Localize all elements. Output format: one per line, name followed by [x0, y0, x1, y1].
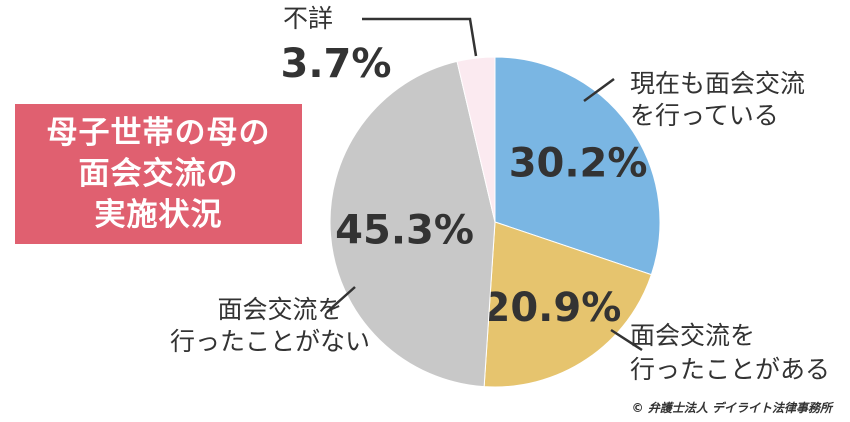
copyright-text: © 弁護士法人 デイライト法律事務所 — [631, 401, 832, 415]
slice-percent-label-4: 3.7% — [281, 41, 392, 87]
pie-slice-3 — [329, 60, 496, 388]
pie-slice-2 — [483, 221, 653, 388]
leader-line-1 — [583, 77, 615, 103]
slice-category-label-1-line-1: 現在も面会交流 — [630, 69, 805, 98]
leader-line-4 — [362, 17, 478, 57]
title-line-2: 面会交流の — [78, 155, 239, 192]
slice-category-label-1-line-2: を行っている — [630, 101, 779, 130]
leader-line-3 — [326, 286, 356, 313]
slice-percent-label-3: 45.3% — [335, 208, 474, 254]
slice-percent-label-2: 20.9% — [483, 285, 622, 331]
slice-category-label-4-line-1: 不詳 — [283, 4, 333, 33]
title-line-3: 実施状況 — [94, 196, 223, 233]
slice-category-label-3-line-1: 面会交流を — [217, 295, 342, 324]
title-line-1: 母子世帯の母の — [46, 114, 271, 151]
slice-category-label-2-line-1: 面会交流を — [630, 321, 755, 350]
slice-category-label-3-line-2: 行ったことがない — [170, 327, 370, 356]
pie-slice-4 — [456, 56, 496, 223]
chart-title-box: 母子世帯の母の 面会交流の 実施状況 — [15, 104, 302, 244]
slice-percent-label-1: 30.2% — [509, 140, 648, 186]
leader-line-2 — [610, 328, 643, 352]
slice-category-label-2-line-2: 行ったことがある — [630, 355, 830, 384]
pie-slice-1 — [494, 56, 661, 276]
